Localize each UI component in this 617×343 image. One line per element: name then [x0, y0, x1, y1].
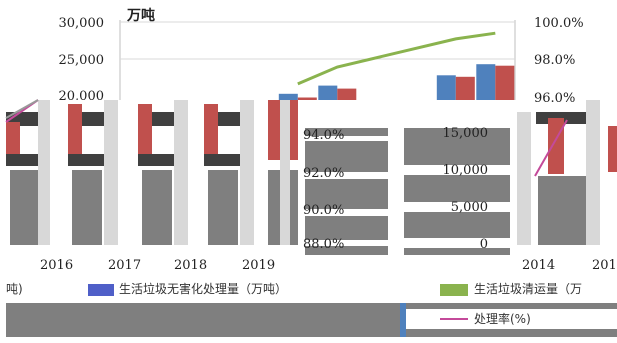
x-label-2019: 2019 — [242, 258, 275, 273]
fr-light-pillar-2 — [586, 100, 600, 245]
legend-pink-label: 处理率(%) — [474, 311, 531, 326]
upper-treatment-rate-line — [297, 31, 496, 86]
gray-stroke-left — [5, 99, 39, 119]
right-tick-0: 0 — [480, 237, 488, 252]
center-tick-90: 90.0% — [303, 203, 344, 218]
fragment-col-4 — [204, 100, 254, 245]
col4-light-pillar — [240, 100, 254, 245]
x-label-2017: 2017 — [108, 258, 141, 273]
col2-dark-block-2 — [68, 154, 110, 166]
legend-left-cut-text: 吨) — [6, 282, 23, 296]
upper-bar-s1-c9 — [495, 65, 515, 101]
col5-light-pillar — [280, 100, 290, 245]
right-axis-panel-gray — [404, 128, 510, 255]
fr-red-edge — [608, 126, 617, 172]
col3-gray-base — [142, 170, 172, 245]
upper-bar-s0-c4 — [278, 93, 298, 101]
upper-bar-s0-c8 — [436, 75, 456, 101]
center-panel-white-strip-4 — [305, 240, 388, 246]
col3-red-block — [138, 104, 152, 160]
upper-bar-s1-c5 — [337, 88, 357, 101]
col4-gray-base — [208, 170, 238, 245]
legend-left-top — [6, 275, 400, 303]
x-label-2015: 2015 — [592, 258, 617, 273]
right-tick-5000: 5,000 — [451, 200, 488, 215]
col3-light-pillar — [174, 100, 188, 245]
fr-light-pillar-1 — [517, 112, 531, 245]
col3-dark-block-2 — [138, 154, 182, 166]
fragment-band: 94.0% 92.0% 90.0% 88.0% 15,000 10,000 5,… — [5, 99, 617, 273]
center-tick-88: 88.0% — [303, 237, 344, 252]
fragment-right — [517, 100, 617, 245]
col2-light-pillar — [104, 100, 118, 245]
center-panel-gray — [305, 128, 388, 255]
right-tick-15000: 15,000 — [443, 126, 489, 141]
col2-gray-base — [72, 170, 102, 245]
upper-bars — [278, 64, 515, 101]
fr-pink-stroke — [534, 119, 568, 177]
legend-green-swatch — [440, 284, 468, 296]
center-tick-94: 94.0% — [303, 128, 344, 143]
fr-red-block — [548, 118, 564, 174]
fragment-col-3 — [138, 100, 188, 245]
col1-dark-block-2 — [6, 154, 44, 166]
right-axis-strip-3 — [404, 238, 510, 248]
legend-blue-label: 生活垃圾无害化处理量（万吨） — [119, 281, 287, 296]
center-panel-white-strip-3 — [305, 209, 388, 216]
fragment-col-5 — [268, 100, 298, 245]
col1-light-pillar — [38, 100, 50, 245]
fragment-col-2 — [68, 100, 118, 245]
fragment-col-1 — [6, 100, 50, 245]
upper-bar-s1-c8 — [455, 76, 475, 101]
fr-gray-base — [538, 176, 586, 245]
center-panel-white-strip-1 — [305, 136, 388, 141]
legend-green-label: 生活垃圾清运量（万 — [474, 281, 582, 296]
right-tick-10000: 10,000 — [443, 163, 489, 178]
col4-red-block — [204, 104, 218, 160]
x-label-2018: 2018 — [174, 258, 207, 273]
x-label-2014: 2014 — [522, 258, 555, 273]
center-tick-92: 92.0% — [303, 166, 344, 181]
upper-left-tick-30000: 30,000 — [59, 16, 105, 31]
right-axis-strip-1 — [404, 165, 510, 175]
upper-left-tick-25000: 25,000 — [59, 53, 105, 68]
upper-bar-s0-c5 — [318, 85, 338, 101]
center-panel-white-strip-2 — [305, 172, 388, 179]
upper-right-tick-98: 98.0% — [534, 53, 575, 68]
upper-bar-s1-c4 — [297, 97, 317, 101]
x-label-2016: 2016 — [40, 258, 73, 273]
legend-right-strip — [404, 309, 617, 329]
col4-dark-block-2 — [204, 154, 248, 166]
right-axis-strip-2 — [404, 202, 510, 212]
upper-y-unit: 万吨 — [126, 7, 155, 24]
col1-gray-base — [10, 170, 40, 245]
upper-chart: 万吨 30,000 25,000 20,000 100.0% 98.0% 96.… — [59, 7, 584, 106]
legend-blue-swatch — [88, 284, 114, 296]
col2-red-block — [68, 104, 82, 160]
upper-bar-s0-c9 — [476, 64, 496, 101]
upper-right-tick-100: 100.0% — [534, 16, 584, 31]
col1-red-block — [6, 122, 20, 160]
upper-right-tick-96: 96.0% — [534, 91, 575, 106]
legend-band: 吨) 生活垃圾无害化处理量（万吨） 生活垃圾清运量（万 处理率(%) — [6, 275, 617, 337]
legend-blue-edge — [400, 303, 406, 337]
